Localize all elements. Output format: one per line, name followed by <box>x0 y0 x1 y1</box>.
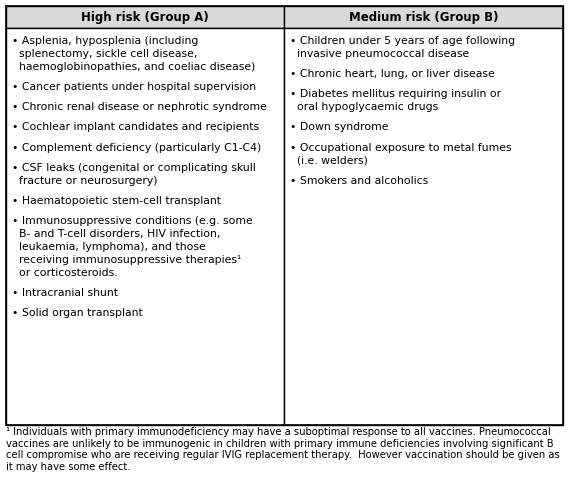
Bar <box>284 6 563 28</box>
Text: fracture or neurosurgery): fracture or neurosurgery) <box>12 176 158 186</box>
Text: • CSF leaks (congenital or complicating skull: • CSF leaks (congenital or complicating … <box>12 163 255 173</box>
Text: invasive pneumococcal disease: invasive pneumococcal disease <box>291 49 470 59</box>
Bar <box>6 6 284 28</box>
Text: • Chronic renal disease or nephrotic syndrome: • Chronic renal disease or nephrotic syn… <box>12 102 267 112</box>
Text: (i.e. welders): (i.e. welders) <box>291 156 368 166</box>
Text: B- and T-cell disorders, HIV infection,: B- and T-cell disorders, HIV infection, <box>12 229 220 239</box>
Text: Medium risk (Group B): Medium risk (Group B) <box>349 10 498 23</box>
Text: leukaemia, lymphoma), and those: leukaemia, lymphoma), and those <box>12 242 206 252</box>
Text: • Cancer patients under hospital supervision: • Cancer patients under hospital supervi… <box>12 82 256 92</box>
Text: • Solid organ transplant: • Solid organ transplant <box>12 308 143 319</box>
Text: • Smokers and alcoholics: • Smokers and alcoholics <box>291 176 429 186</box>
Text: • Diabetes mellitus requiring insulin or: • Diabetes mellitus requiring insulin or <box>291 89 502 99</box>
Text: • Haematopoietic stem-cell transplant: • Haematopoietic stem-cell transplant <box>12 196 221 206</box>
Text: oral hypoglycaemic drugs: oral hypoglycaemic drugs <box>291 102 439 112</box>
Text: • Intracranial shunt: • Intracranial shunt <box>12 288 118 298</box>
Text: • Children under 5 years of age following: • Children under 5 years of age followin… <box>291 36 516 46</box>
Bar <box>284 28 563 425</box>
Text: • Immunosuppressive conditions (e.g. some: • Immunosuppressive conditions (e.g. som… <box>12 216 253 226</box>
Text: • Asplenia, hyposplenia (including: • Asplenia, hyposplenia (including <box>12 36 199 46</box>
Text: haemoglobinopathies, and coeliac disease): haemoglobinopathies, and coeliac disease… <box>12 62 255 72</box>
Text: • Cochlear implant candidates and recipients: • Cochlear implant candidates and recipi… <box>12 122 259 132</box>
Text: • Down syndrome: • Down syndrome <box>291 122 389 132</box>
Text: or corticosteroids.: or corticosteroids. <box>12 268 118 278</box>
Text: • Occupational exposure to metal fumes: • Occupational exposure to metal fumes <box>291 143 512 153</box>
Text: ¹ Individuals with primary immunodeficiency may have a suboptimal response to al: ¹ Individuals with primary immunodeficie… <box>6 427 560 472</box>
Text: splenectomy, sickle cell disease,: splenectomy, sickle cell disease, <box>12 49 197 59</box>
Text: • Chronic heart, lung, or liver disease: • Chronic heart, lung, or liver disease <box>291 69 495 79</box>
Text: High risk (Group A): High risk (Group A) <box>81 10 209 23</box>
Bar <box>6 6 563 425</box>
Text: • Complement deficiency (particularly C1-C4): • Complement deficiency (particularly C1… <box>12 143 261 153</box>
Text: receiving immunosuppressive therapies¹: receiving immunosuppressive therapies¹ <box>12 255 241 265</box>
Bar <box>6 28 284 425</box>
